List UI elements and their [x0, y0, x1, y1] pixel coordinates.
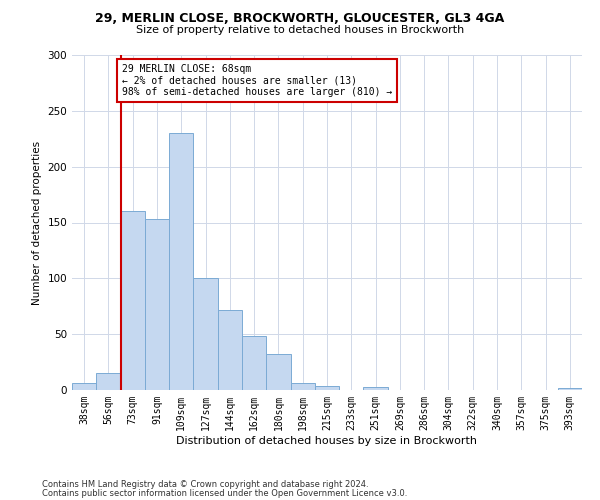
Text: Contains HM Land Registry data © Crown copyright and database right 2024.: Contains HM Land Registry data © Crown c…	[42, 480, 368, 489]
Bar	[290, 384, 315, 390]
Bar	[169, 133, 193, 390]
Text: Contains public sector information licensed under the Open Government Licence v3: Contains public sector information licen…	[42, 488, 407, 498]
Bar	[364, 386, 388, 390]
Bar	[96, 373, 121, 390]
Bar	[218, 310, 242, 390]
Text: 29 MERLIN CLOSE: 68sqm
← 2% of detached houses are smaller (13)
98% of semi-deta: 29 MERLIN CLOSE: 68sqm ← 2% of detached …	[122, 64, 392, 97]
Bar	[266, 354, 290, 390]
Bar	[242, 336, 266, 390]
Bar	[315, 386, 339, 390]
Bar	[558, 388, 582, 390]
Text: 29, MERLIN CLOSE, BROCKWORTH, GLOUCESTER, GL3 4GA: 29, MERLIN CLOSE, BROCKWORTH, GLOUCESTER…	[95, 12, 505, 26]
Text: Size of property relative to detached houses in Brockworth: Size of property relative to detached ho…	[136, 25, 464, 35]
Bar	[145, 219, 169, 390]
Bar	[121, 212, 145, 390]
Bar	[193, 278, 218, 390]
Bar	[72, 384, 96, 390]
X-axis label: Distribution of detached houses by size in Brockworth: Distribution of detached houses by size …	[176, 436, 478, 446]
Y-axis label: Number of detached properties: Number of detached properties	[32, 140, 42, 304]
